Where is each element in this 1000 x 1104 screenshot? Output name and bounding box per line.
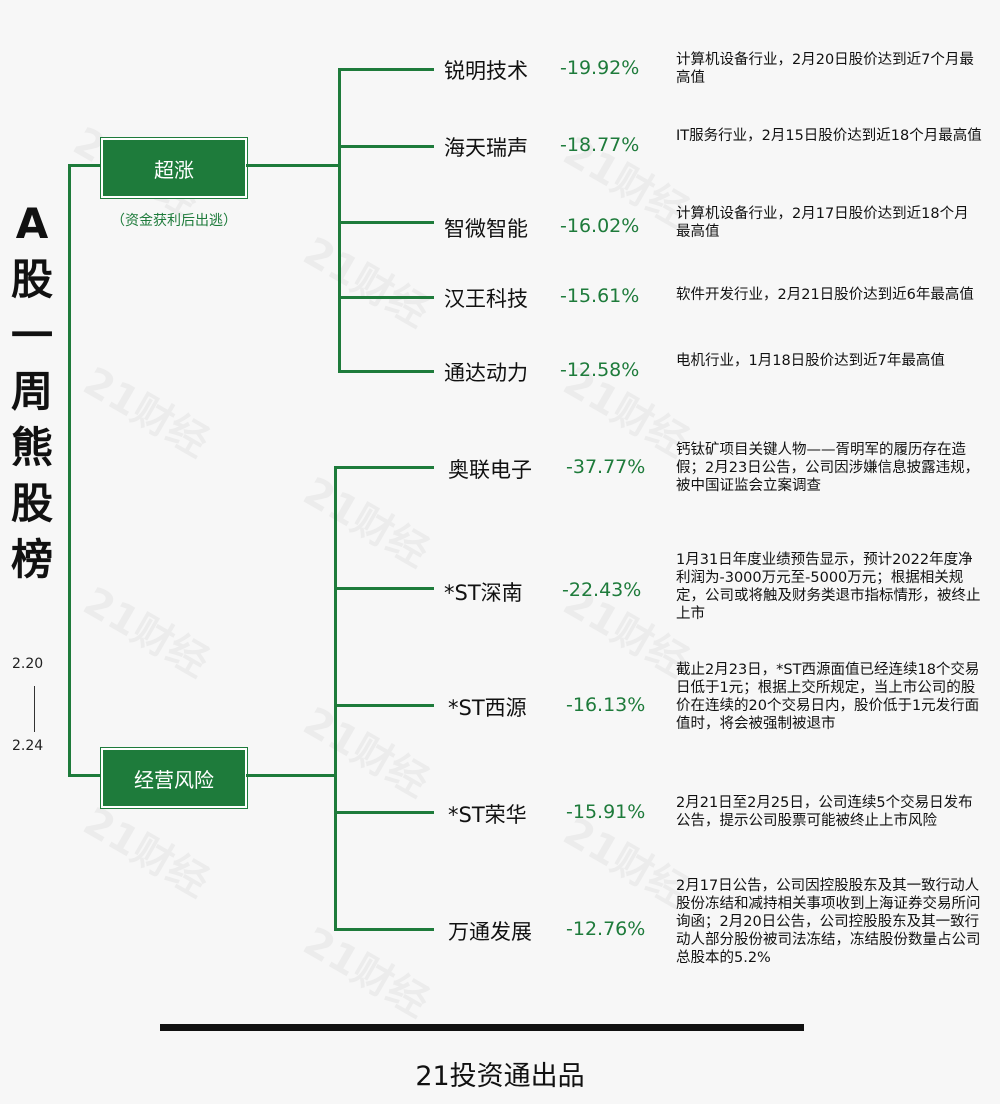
stock-description: 软件开发行业，2月21日股价达到近6年最高值: [676, 287, 974, 303]
watermark-text: 21财经: [75, 350, 221, 468]
watermark-text: 21财经: [295, 220, 441, 338]
footer-credit: 21投资通出品: [415, 1061, 585, 1092]
footer-divider: [160, 1024, 804, 1031]
leaf-connector: [338, 296, 434, 299]
branch-connector: [246, 774, 336, 777]
stock-name: *ST西源: [448, 696, 527, 720]
tree-connector: [68, 774, 102, 777]
stock-change: -15.91%: [566, 801, 646, 823]
stock-change: -37.77%: [566, 456, 646, 478]
page-title: A 股 一 周 熊 股 榜: [0, 196, 64, 588]
title-char: A: [15, 199, 49, 248]
stock-description: IT服务行业，2月15日股价达到近18个月最高值: [676, 128, 982, 144]
tree-connector: [68, 164, 102, 167]
stock-change: -15.61%: [560, 285, 640, 307]
title-char: 熊: [10, 423, 53, 472]
title-char: 榜: [10, 535, 53, 584]
watermark-text: 21财经: [295, 690, 441, 808]
stock-change: -16.13%: [566, 694, 646, 716]
stock-change: -18.77%: [560, 134, 640, 156]
branch-spine: [338, 68, 341, 373]
leaf-connector: [334, 466, 434, 469]
stock-change: -19.92%: [560, 57, 640, 79]
stock-name: 智微智能: [444, 217, 528, 241]
date-range-divider: [34, 686, 35, 732]
leaf-connector: [334, 811, 434, 814]
date-start: 2.20: [12, 656, 44, 672]
watermark-text: 21财经: [75, 570, 221, 688]
leaf-connector: [338, 68, 434, 71]
leaf-connector: [334, 704, 434, 707]
category-box-operating-risk: 经营风险: [101, 748, 247, 808]
stock-name: 万通发展: [448, 920, 532, 944]
stock-change: -12.76%: [566, 918, 646, 940]
stock-description: 2月21日至2月25日，公司连续5个交易日发布公告，提示公司股票可能被终止上市风…: [676, 795, 973, 829]
tree-trunk: [68, 164, 71, 776]
title-char: 股: [10, 255, 53, 304]
leaf-connector: [338, 370, 434, 373]
stock-change: -22.43%: [562, 579, 642, 601]
stock-description: 计算机设备行业，2月17日股价达到近18个月最高值: [676, 206, 969, 240]
date-end: 2.24: [12, 738, 44, 754]
branch-connector: [246, 164, 340, 167]
stock-name: *ST荣华: [448, 803, 527, 827]
stock-description: 钙钛矿项目关键人物——胥明军的履历存在造假；2月23日公告，公司因涉嫌信息披露违…: [676, 442, 980, 494]
category-box-overheated: 超涨: [101, 138, 247, 198]
stock-name: 锐明技术: [444, 59, 528, 83]
title-char: 一: [10, 311, 53, 360]
stock-description: 2月17日公告，公司因控股股东及其一致行动人股份冻结和减持相关事项收到上海证券交…: [676, 878, 981, 966]
leaf-connector: [334, 587, 434, 590]
title-char: 周: [10, 367, 53, 416]
stock-description: 计算机设备行业，2月20日股价达到近7个月最高值: [676, 52, 974, 86]
stock-description: 截止2月23日，*ST西源面值已经连续18个交易日低于1元；根据上交所规定，当上…: [676, 662, 980, 732]
stock-change: -12.58%: [560, 359, 640, 381]
branch-spine: [334, 466, 337, 931]
stock-name: 汉王科技: [444, 287, 528, 311]
stock-name: 奥联电子: [448, 458, 532, 482]
title-char: 股: [10, 479, 53, 528]
leaf-connector: [338, 221, 434, 224]
stock-name: 通达动力: [444, 361, 528, 385]
watermark-text: 21财经: [295, 460, 441, 578]
stock-description: 电机行业，1月18日股价达到近7年最高值: [676, 353, 945, 369]
stock-description: 1月31日年度业绩预告显示，预计2022年度净利润为-3000万元至-5000万…: [676, 552, 981, 622]
stock-name: *ST深南: [444, 581, 523, 605]
stock-name: 海天瑞声: [444, 136, 528, 160]
leaf-connector: [334, 928, 434, 931]
stock-change: -16.02%: [560, 215, 640, 237]
leaf-connector: [338, 145, 434, 148]
category-note: （资金获利后出逃）: [111, 213, 237, 229]
